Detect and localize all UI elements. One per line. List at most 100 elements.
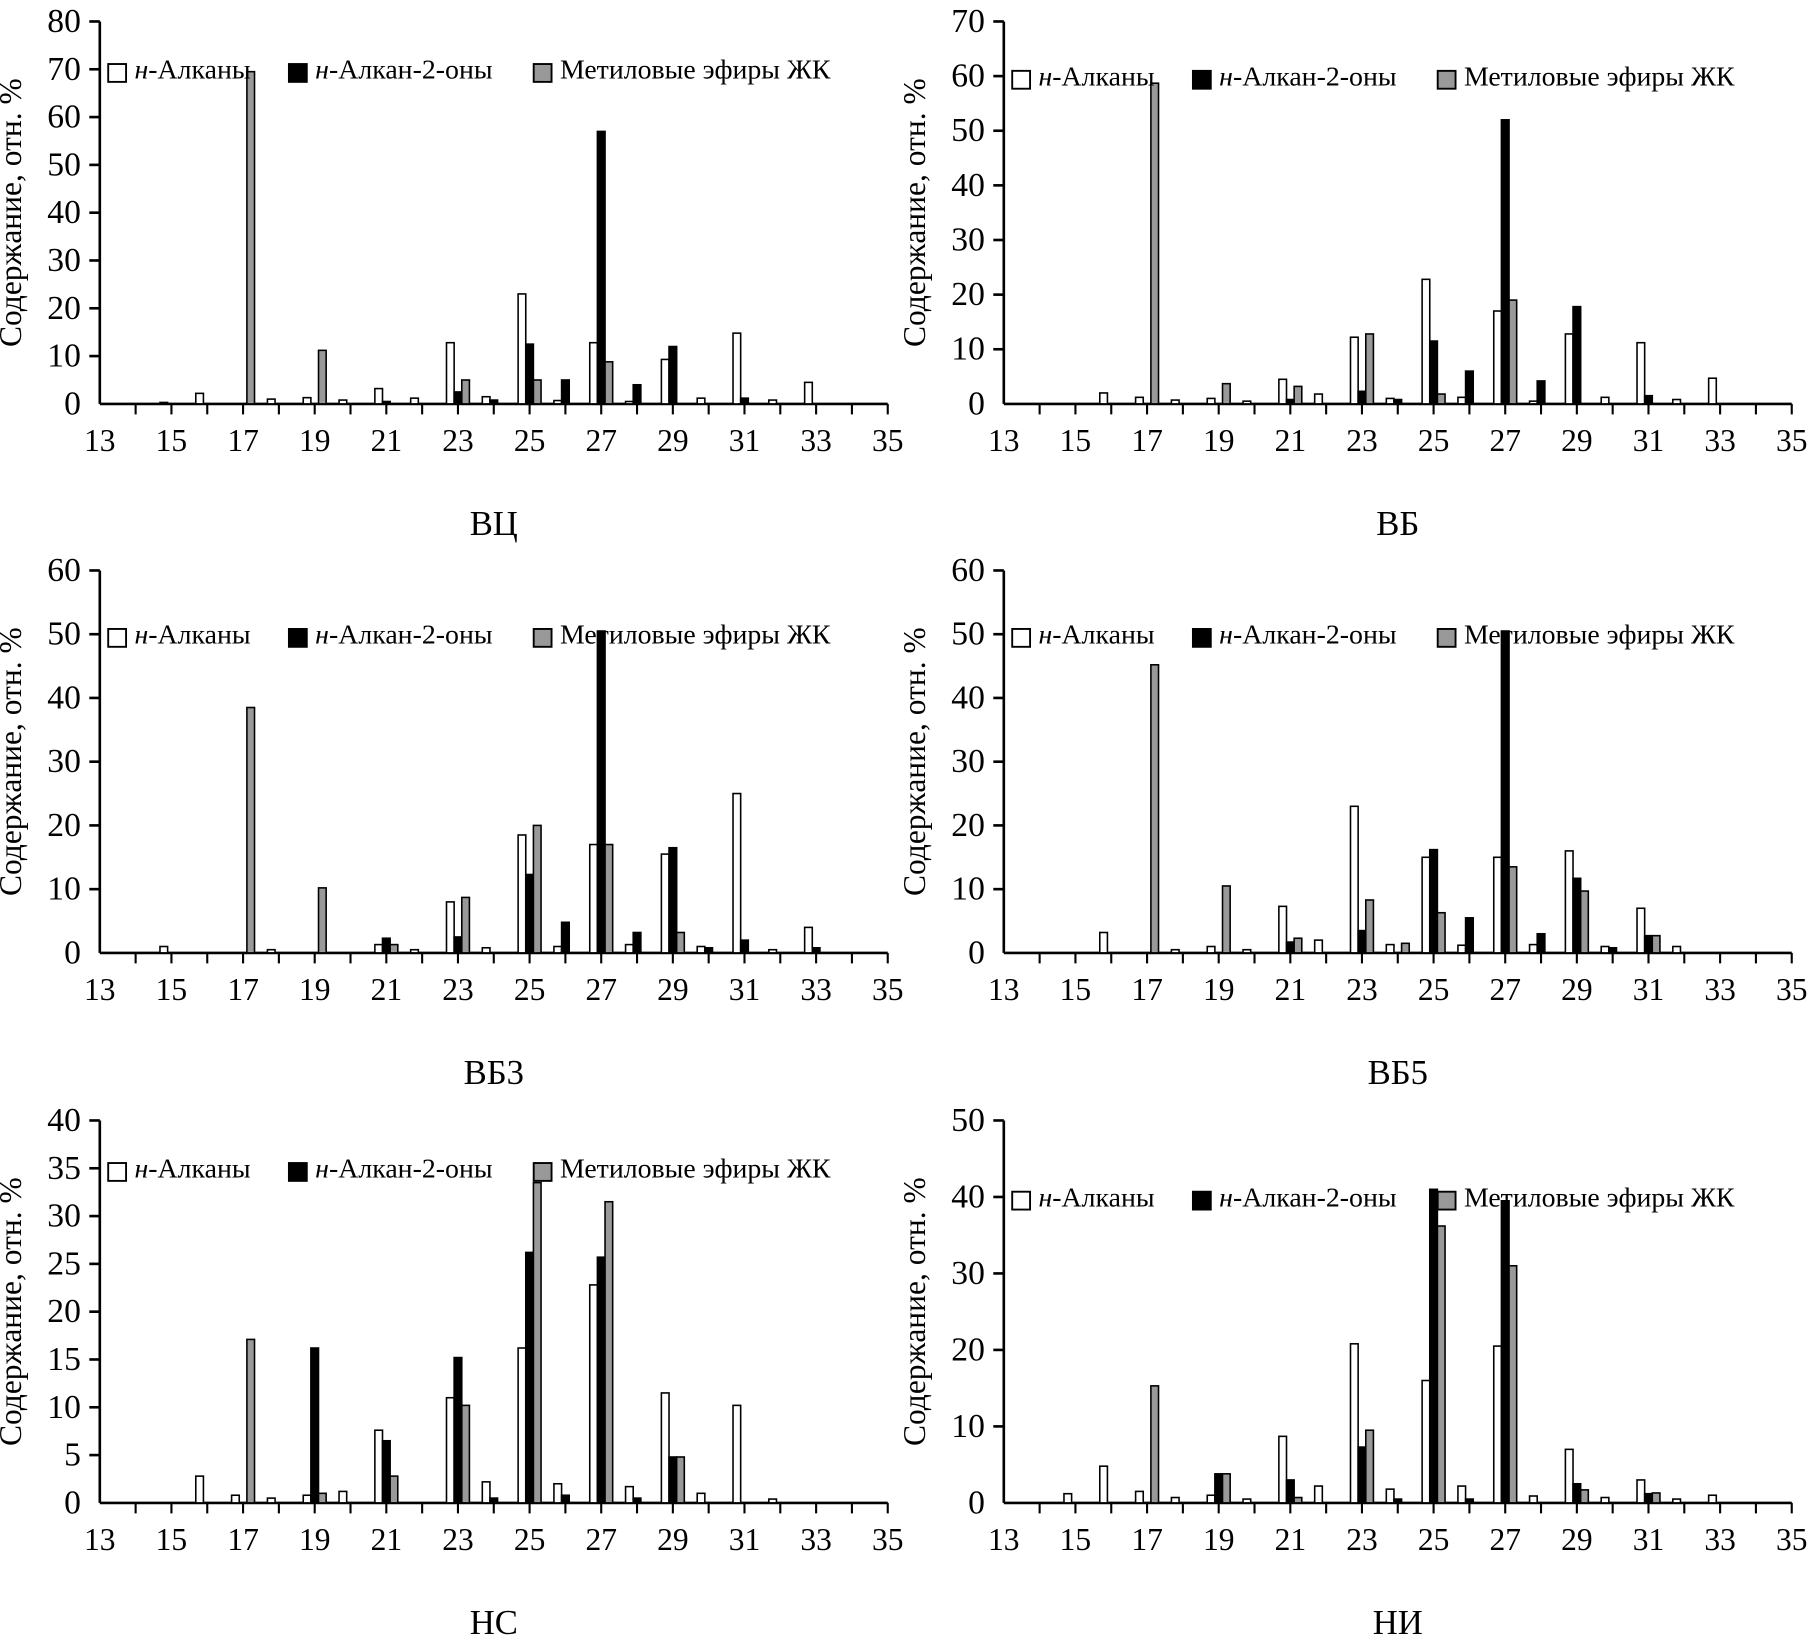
svg-text:50: 50	[951, 112, 985, 149]
svg-text:20: 20	[951, 1331, 985, 1368]
svg-text:27: 27	[585, 1522, 617, 1557]
svg-text:31: 31	[1632, 1522, 1664, 1557]
svg-text:0: 0	[968, 1484, 985, 1521]
svg-text:Метиловые эфиры ЖК: Метиловые эфиры ЖК	[560, 620, 831, 651]
svg-text:20: 20	[951, 276, 985, 313]
svg-text:21: 21	[371, 1522, 403, 1557]
svg-text:10: 10	[951, 871, 985, 908]
svg-text:н-Алканы: н-Алканы	[1038, 1182, 1154, 1213]
svg-text:23: 23	[442, 423, 474, 458]
svg-text:25: 25	[514, 423, 546, 458]
svg-text:15: 15	[156, 972, 188, 1007]
svg-text:35: 35	[872, 1522, 904, 1557]
svg-text:19: 19	[299, 972, 331, 1007]
svg-text:40: 40	[951, 680, 985, 717]
svg-text:33: 33	[1704, 1522, 1736, 1557]
svg-text:10: 10	[951, 1408, 985, 1445]
svg-text:13: 13	[988, 423, 1020, 458]
svg-text:13: 13	[988, 972, 1020, 1007]
svg-text:60: 60	[951, 552, 985, 589]
svg-text:50: 50	[47, 616, 81, 653]
svg-text:19: 19	[1202, 423, 1234, 458]
svg-text:35: 35	[1775, 423, 1807, 458]
svg-text:н-Алканы: н-Алканы	[134, 55, 250, 86]
svg-text:33: 33	[800, 1522, 832, 1557]
svg-text:60: 60	[951, 58, 985, 95]
svg-text:19: 19	[1202, 972, 1234, 1007]
svg-text:19: 19	[1202, 1522, 1234, 1557]
svg-text:15: 15	[156, 423, 188, 458]
svg-text:Содержание, отн. %: Содержание, отн. %	[0, 78, 28, 347]
svg-text:н-Алканы: н-Алканы	[1038, 620, 1154, 651]
svg-text:31: 31	[729, 972, 761, 1007]
svg-text:27: 27	[1489, 423, 1521, 458]
svg-text:30: 30	[47, 242, 81, 279]
svg-text:10: 10	[951, 331, 985, 368]
svg-text:Содержание, отн. %: Содержание, отн. %	[904, 78, 932, 347]
svg-text:30: 30	[47, 744, 81, 781]
svg-text:25: 25	[47, 1245, 81, 1282]
svg-text:20: 20	[951, 807, 985, 844]
svg-text:27: 27	[585, 423, 617, 458]
svg-text:НС: НС	[470, 1604, 518, 1642]
svg-text:40: 40	[47, 1102, 81, 1139]
svg-text:17: 17	[1131, 972, 1163, 1007]
svg-text:19: 19	[299, 1522, 331, 1557]
svg-text:н-Алкан-2-оны: н-Алкан-2-оны	[315, 620, 493, 651]
svg-text:Метиловые эфиры ЖК: Метиловые эфиры ЖК	[1463, 620, 1734, 651]
svg-text:13: 13	[84, 1522, 116, 1557]
svg-text:10: 10	[47, 1388, 81, 1425]
svg-text:50: 50	[951, 1102, 985, 1139]
svg-text:10: 10	[47, 871, 81, 908]
svg-text:30: 30	[951, 222, 985, 259]
svg-text:20: 20	[47, 807, 81, 844]
svg-text:40: 40	[951, 1178, 985, 1215]
svg-text:Содержание, отн. %: Содержание, отн. %	[904, 628, 932, 897]
svg-text:31: 31	[1632, 972, 1664, 1007]
svg-text:н-Алкан-2-оны: н-Алкан-2-оны	[1219, 620, 1397, 651]
svg-text:23: 23	[1346, 972, 1378, 1007]
svg-text:50: 50	[47, 146, 81, 183]
svg-text:25: 25	[1417, 972, 1449, 1007]
svg-text:21: 21	[1274, 972, 1306, 1007]
svg-text:5: 5	[64, 1436, 81, 1473]
svg-text:30: 30	[951, 744, 985, 781]
svg-text:27: 27	[1489, 1522, 1521, 1557]
svg-text:н-Алканы: н-Алканы	[134, 620, 250, 651]
svg-text:60: 60	[47, 552, 81, 589]
svg-text:35: 35	[872, 972, 904, 1007]
svg-text:Метиловые эфиры ЖК: Метиловые эфиры ЖК	[1463, 62, 1734, 93]
svg-text:23: 23	[442, 972, 474, 1007]
svg-text:80: 80	[47, 3, 81, 40]
svg-text:н-Алкан-2-оны: н-Алкан-2-оны	[315, 55, 493, 86]
svg-text:70: 70	[47, 51, 81, 88]
svg-text:15: 15	[47, 1341, 81, 1378]
svg-text:ВБ3: ВБ3	[464, 1055, 524, 1093]
svg-text:29: 29	[657, 1522, 689, 1557]
svg-text:70: 70	[951, 3, 985, 40]
svg-text:30: 30	[47, 1197, 81, 1234]
svg-text:Метиловые эфиры ЖК: Метиловые эфиры ЖК	[560, 1153, 831, 1184]
svg-text:17: 17	[1131, 1522, 1163, 1557]
svg-text:31: 31	[729, 1522, 761, 1557]
svg-text:НИ: НИ	[1372, 1604, 1422, 1642]
svg-text:15: 15	[1059, 423, 1091, 458]
svg-text:0: 0	[968, 935, 985, 972]
svg-text:10: 10	[47, 338, 81, 375]
svg-text:23: 23	[1346, 1522, 1378, 1557]
svg-text:23: 23	[442, 1522, 474, 1557]
svg-text:60: 60	[47, 99, 81, 136]
svg-text:0: 0	[64, 1484, 81, 1521]
svg-text:40: 40	[47, 680, 81, 717]
svg-text:0: 0	[64, 935, 81, 972]
svg-text:13: 13	[84, 423, 116, 458]
svg-text:н-Алканы: н-Алканы	[134, 1153, 250, 1184]
svg-text:29: 29	[1561, 1522, 1593, 1557]
svg-text:25: 25	[514, 1522, 546, 1557]
svg-text:30: 30	[951, 1255, 985, 1292]
svg-text:27: 27	[1489, 972, 1521, 1007]
svg-text:13: 13	[988, 1522, 1020, 1557]
svg-text:15: 15	[156, 1522, 188, 1557]
svg-text:21: 21	[1274, 1522, 1306, 1557]
svg-text:35: 35	[47, 1149, 81, 1186]
